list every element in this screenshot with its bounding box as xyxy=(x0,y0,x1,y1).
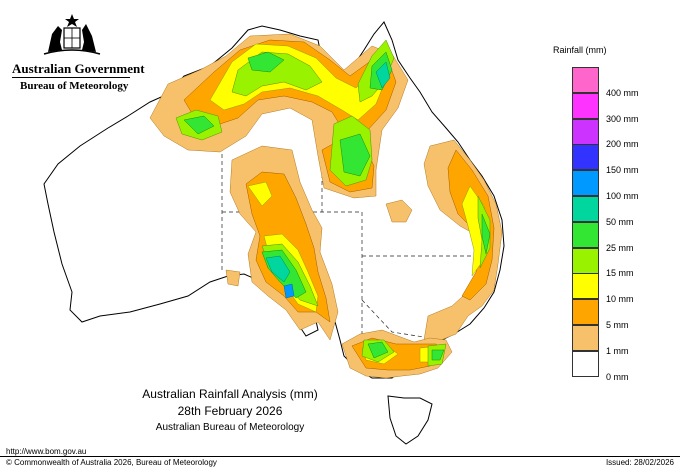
legend-label: 200 mm xyxy=(606,139,639,150)
map-source: Australian Bureau of Meteorology xyxy=(155,422,305,433)
footer-divider xyxy=(0,456,680,457)
legend-swatch xyxy=(572,299,599,326)
legend-label: 5 mm xyxy=(606,320,629,330)
legend-label: 400 mm xyxy=(606,87,639,98)
bureau-name: Bureau of Meteorology xyxy=(20,80,129,92)
government-name: Australian Government xyxy=(12,61,145,76)
legend-label: 10 mm xyxy=(606,294,634,305)
legend-label: 150 mm xyxy=(606,165,639,176)
legend-label: 1 mm xyxy=(606,345,629,356)
legend-swatch xyxy=(572,196,599,222)
legend-swatch xyxy=(572,273,599,300)
legend-swatch xyxy=(572,144,599,171)
legend-title: Rainfall (mm) xyxy=(553,45,607,55)
tasmania-outline xyxy=(387,395,433,445)
rain-50-100mm xyxy=(265,61,391,283)
map-date: 28th February 2026 xyxy=(177,404,283,418)
legend-swatch xyxy=(572,67,599,93)
header-divider xyxy=(12,77,130,78)
map-title: Australian Rainfall Analysis (mm) xyxy=(142,387,318,401)
legend-swatch xyxy=(572,170,599,197)
legend-label: 50 mm xyxy=(606,216,634,227)
legend-swatch xyxy=(572,221,599,248)
coat-of-arms-icon xyxy=(43,14,101,55)
legend-label: 15 mm xyxy=(606,268,634,279)
legend-label: 100 mm xyxy=(606,191,639,201)
rain-100-150mm xyxy=(283,283,295,299)
legend-label: 300 mm xyxy=(606,113,639,124)
legend-swatch xyxy=(572,325,599,351)
legend-label: 0 mm xyxy=(606,371,629,382)
legend-swatch xyxy=(572,118,599,145)
legend-swatch xyxy=(572,350,599,377)
legend-swatch xyxy=(572,247,599,274)
issued-date: Issued: 28/02/2026 xyxy=(605,458,674,467)
legend-swatch xyxy=(572,92,599,119)
legend-label: 25 mm xyxy=(606,242,634,253)
copyright-text: © Commonwealth of Australia 2026, Bureau… xyxy=(6,458,217,467)
bom-url-link[interactable]: http://www.bom.gov.au xyxy=(6,447,87,456)
